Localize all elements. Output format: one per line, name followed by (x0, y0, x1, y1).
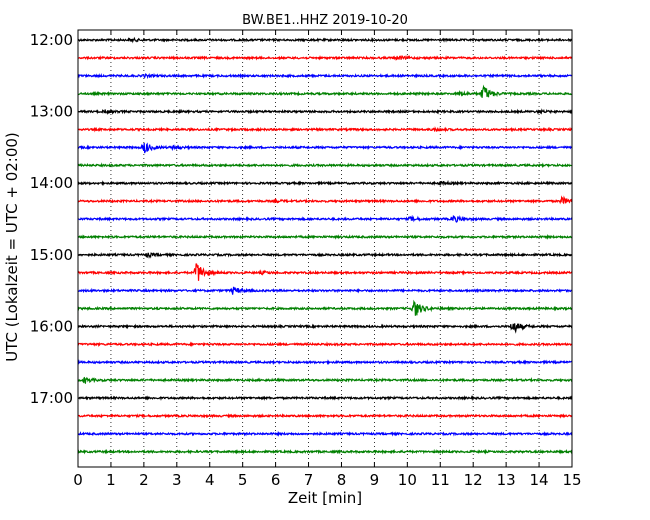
plot-frame (77, 29, 573, 468)
trace-1215 (77, 54, 573, 61)
y-tick-label-1: 13:00 (30, 103, 73, 121)
trace-1615 (77, 341, 573, 348)
x-tick-label-15: 15 (562, 471, 581, 489)
trace-1715 (77, 413, 573, 419)
x-tick-label-10: 10 (398, 471, 417, 489)
trace-1700 (77, 395, 573, 402)
x-tick-label-14: 14 (530, 471, 549, 489)
y-tick-label-2: 14:00 (30, 174, 73, 192)
trace-1645 (77, 376, 573, 385)
trace-1730 (77, 430, 573, 437)
y-tick-label-3: 15:00 (30, 246, 73, 264)
trace-1400 (77, 179, 573, 187)
x-tick-label-8: 8 (337, 471, 347, 489)
x-tick-label-0: 0 (73, 471, 83, 489)
trace-1630 (77, 359, 573, 366)
x-tick-label-4: 4 (205, 471, 215, 489)
trace-1315 (77, 126, 573, 133)
trace-1300 (77, 108, 573, 115)
y-tick-label-4: 16:00 (30, 317, 73, 335)
trace-1445 (77, 233, 573, 240)
grid-lines (110, 30, 540, 467)
y-tick-label-0: 12:00 (30, 31, 73, 49)
trace-1545 (77, 299, 573, 316)
chart-title: BW.BE1..HHZ 2019-10-20 (242, 13, 408, 28)
trace-1745 (77, 448, 573, 455)
trace-1500 (77, 252, 573, 259)
x-tick-label-7: 7 (304, 471, 314, 489)
trace-1530 (77, 286, 573, 295)
x-tick-label-6: 6 (271, 471, 281, 489)
trace-1230 (77, 72, 573, 80)
trace-1200 (77, 36, 573, 44)
trace-1330 (77, 142, 573, 154)
seismogram-traces (77, 36, 573, 455)
trace-1245 (77, 84, 573, 98)
x-tick-label-11: 11 (431, 471, 450, 489)
trace-1515 (77, 263, 573, 281)
y-axis-ticks: 12:00 13:00 14:00 15:00 16:00 17:00 (30, 31, 572, 407)
x-axis-ticks: 0 1 2 3 4 5 6 7 8 9 10 11 12 13 14 15 (73, 30, 582, 489)
x-tick-label-13: 13 (497, 471, 516, 489)
x-tick-label-12: 12 (464, 471, 483, 489)
trace-1430 (77, 214, 573, 223)
x-tick-label-9: 9 (370, 471, 380, 489)
y-tick-label-5: 17:00 (30, 389, 73, 407)
x-tick-label-5: 5 (238, 471, 248, 489)
trace-1415 (77, 195, 573, 205)
x-axis-label: Zeit [min] (288, 489, 362, 507)
trace-1600 (77, 323, 573, 334)
x-tick-label-1: 1 (106, 471, 116, 489)
y-axis-label: UTC (Lokalzeit = UTC + 02:00) (3, 132, 21, 362)
x-tick-label-2: 2 (139, 471, 149, 489)
trace-1345 (77, 162, 573, 169)
x-tick-label-3: 3 (172, 471, 182, 489)
